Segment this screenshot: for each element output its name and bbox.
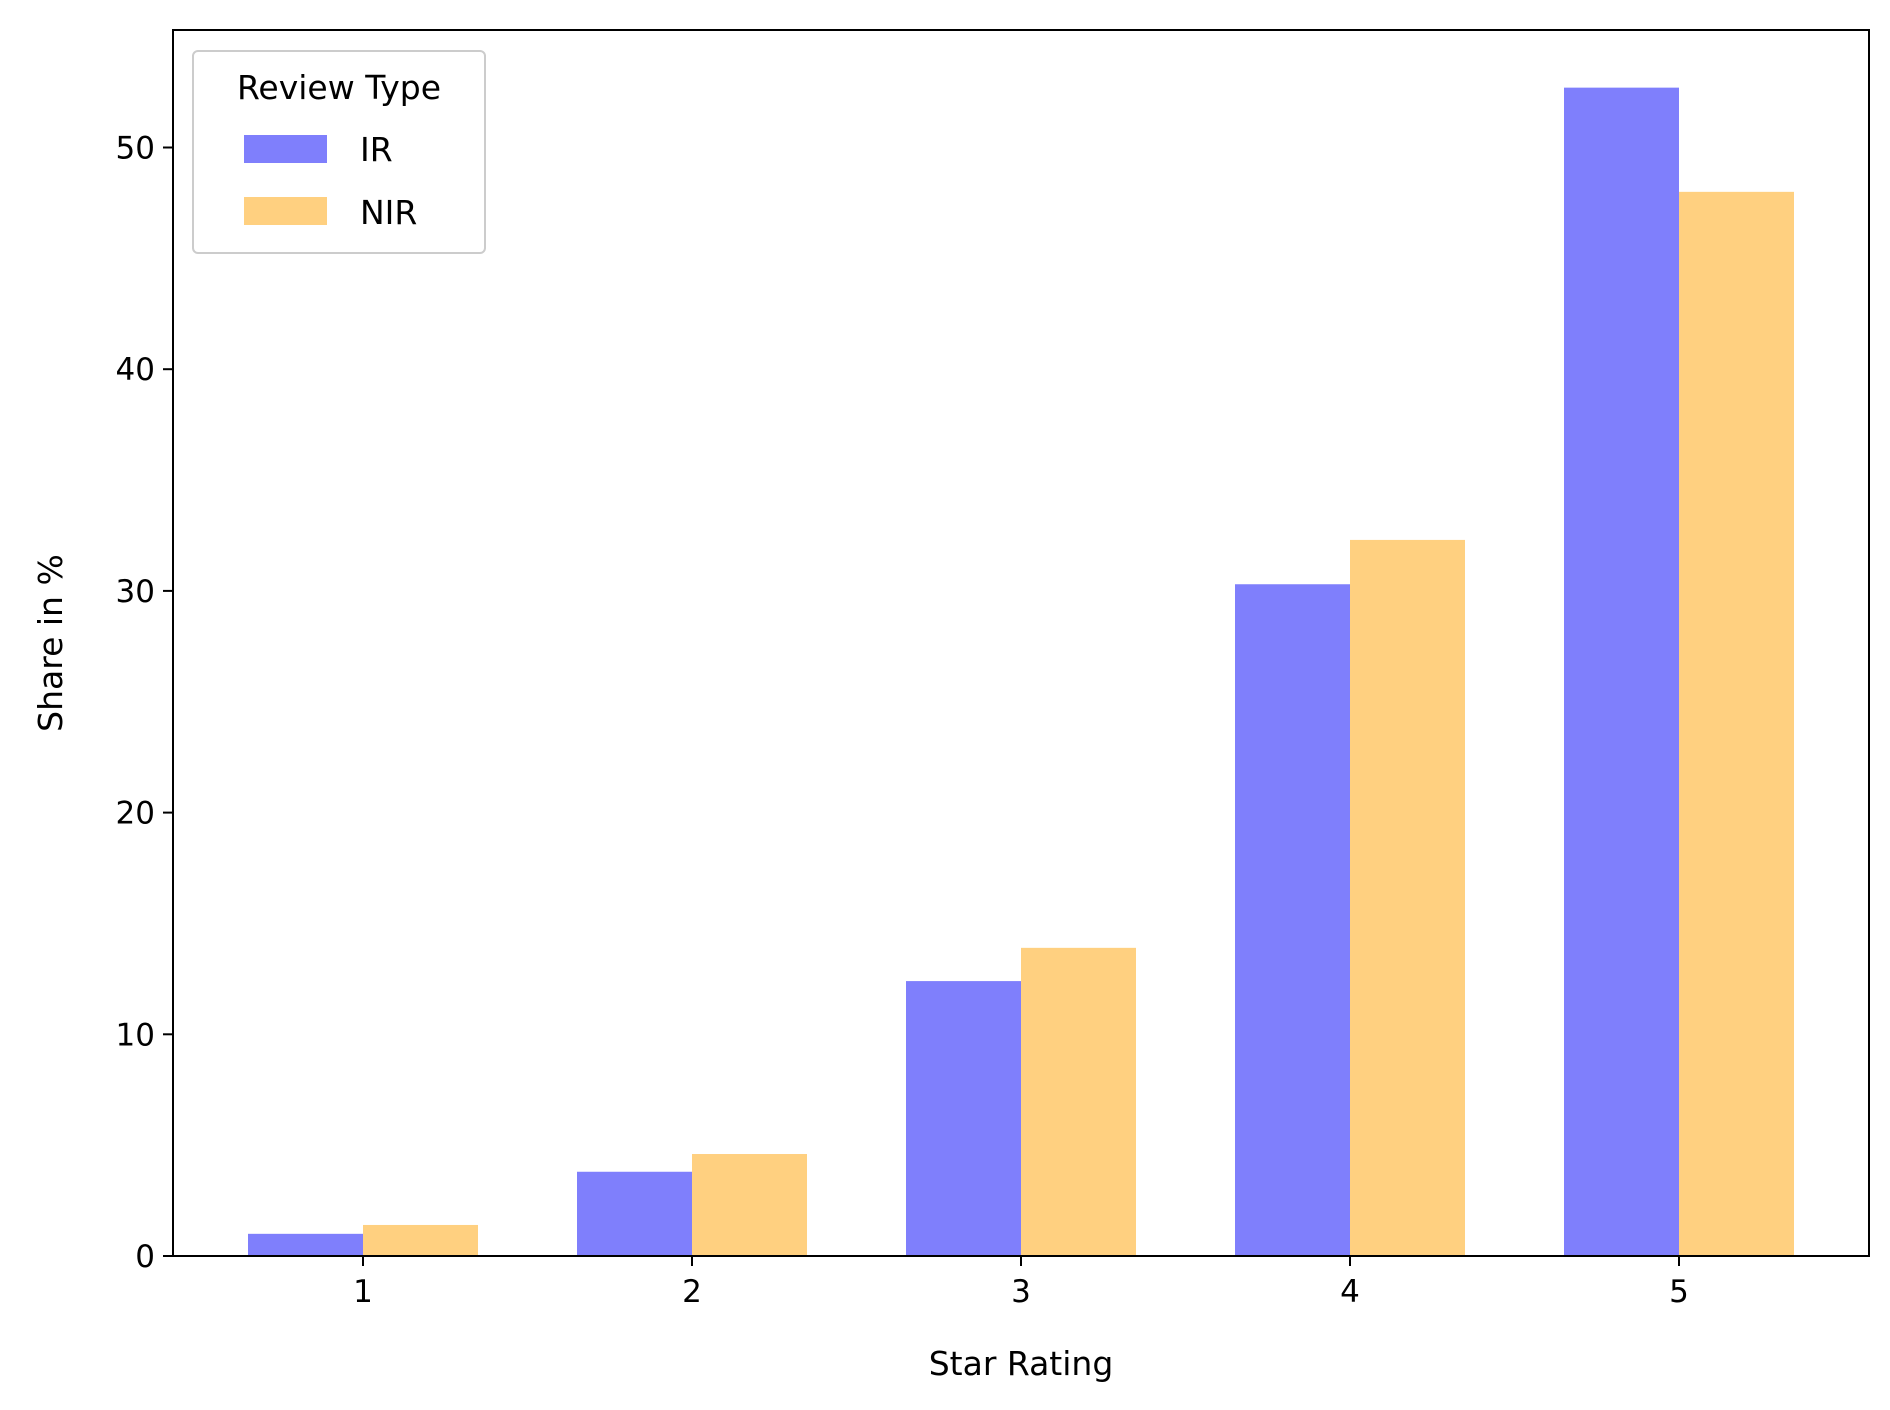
bar-nir-3	[1021, 947, 1136, 1256]
y-tick-label-20: 20	[116, 796, 155, 832]
x-tick-label-3: 3	[1011, 1274, 1031, 1310]
legend-title: Review Type	[237, 68, 441, 107]
y-tick-label-40: 40	[116, 352, 155, 388]
bar-ir-4	[1235, 584, 1350, 1256]
y-axis-ticks: 0 10 20 30 40 50	[116, 131, 173, 1275]
y-tick-label-10: 10	[116, 1017, 155, 1053]
legend-label-ir: IR	[360, 130, 393, 169]
bar-nir-4	[1350, 539, 1465, 1256]
bars-group	[248, 87, 1794, 1257]
x-tick-label-2: 2	[682, 1274, 702, 1310]
y-tick-label-50: 50	[116, 131, 155, 167]
bar-nir-5	[1679, 191, 1794, 1257]
bar-nir-2	[692, 1154, 807, 1256]
legend-label-nir: NIR	[360, 193, 417, 232]
y-tick-label-0: 0	[135, 1239, 155, 1275]
x-tick-label-4: 4	[1340, 1274, 1360, 1310]
y-tick-label-30: 30	[116, 574, 155, 610]
bar-ir-5	[1564, 87, 1679, 1256]
bar-ir-1	[248, 1233, 363, 1256]
legend-swatch-ir	[244, 135, 327, 163]
x-axis-ticks: 1 2 3 4 5	[353, 1256, 1689, 1310]
plot-frame	[172, 29, 1870, 1257]
x-axis-label: Star Rating	[929, 1344, 1114, 1383]
bar-ir-3	[906, 981, 1021, 1256]
legend-swatch-nir	[244, 197, 327, 225]
legend: Review Type IR NIR	[192, 50, 486, 254]
bar-ir-2	[577, 1171, 692, 1256]
bar-nir-1	[363, 1224, 478, 1256]
y-axis-label: Share in %	[31, 554, 70, 732]
x-tick-label-1: 1	[353, 1274, 373, 1310]
x-tick-label-5: 5	[1669, 1274, 1689, 1310]
